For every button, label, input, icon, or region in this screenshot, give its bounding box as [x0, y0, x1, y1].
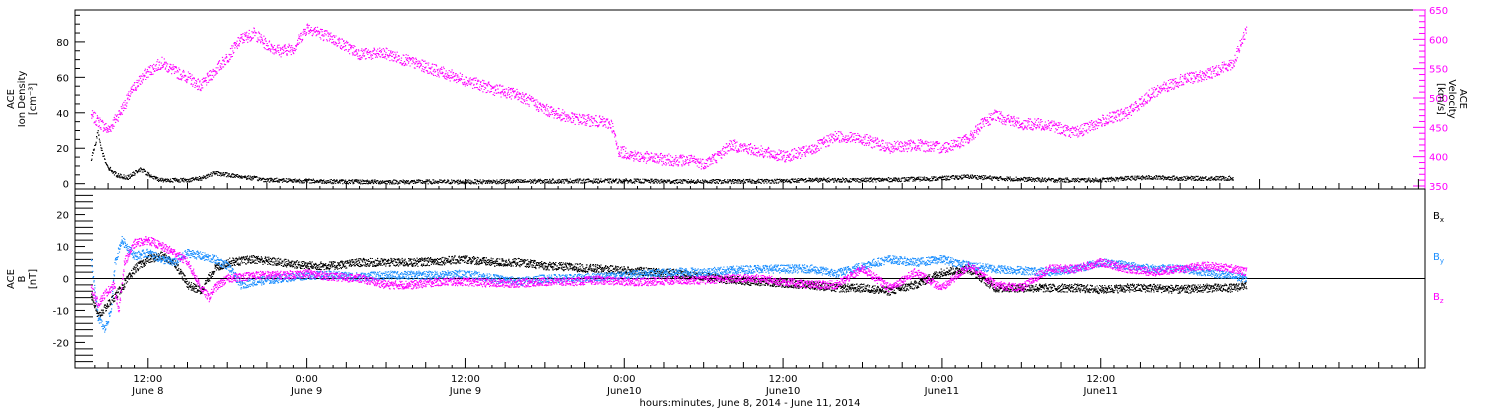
velocity-tick-label: 400: [1429, 153, 1448, 164]
Bx-legend-label: Bx: [1433, 211, 1444, 224]
velocity-axis-ticks: 350 400 450 500 550 600 650: [1413, 6, 1448, 193]
density-velocity-series: [90, 23, 1248, 185]
density-series: [90, 130, 1234, 185]
axis-label-line: Ion Density: [17, 71, 28, 128]
velocity-tick-label: 650: [1429, 6, 1448, 17]
density-axis-label: ACEIon Density[cm⁻³]: [6, 71, 39, 128]
axis-label-line: [cm⁻³]: [28, 83, 39, 115]
velocity-tick-label: 600: [1429, 35, 1448, 46]
velocity-tick-label: 350: [1429, 182, 1448, 193]
density-tick-label: 80: [56, 38, 69, 49]
time-tick-label: 0:00: [613, 374, 635, 385]
density-tick-label: 0: [63, 180, 69, 191]
density-tick-label: 40: [56, 109, 69, 120]
Bz-series: [90, 236, 1248, 313]
velocity-series: [90, 23, 1248, 170]
axis-label-line: [nT]: [28, 269, 39, 289]
date-tick-label: June 8: [131, 386, 163, 397]
field-component-series: [90, 236, 1248, 333]
top-panel-frame: [74, 9, 1426, 190]
axis-label-line: ACE: [6, 89, 17, 109]
bottom-panel-time-ticks: [94, 358, 1419, 368]
time-axis-title: hours:minutes, June 8, 2014 - June 11, 2…: [640, 398, 861, 409]
density-tick-label: 20: [56, 144, 69, 155]
velocity-tick-label: 450: [1429, 123, 1448, 134]
time-tick-label: 12:00: [451, 374, 480, 385]
velocity-tick-label: 500: [1429, 94, 1448, 105]
field-tick-label: 20: [56, 211, 69, 222]
axis-label-line: [km/s]: [1435, 83, 1446, 115]
axis-label-line: Velocity: [1446, 79, 1457, 118]
density-axis-ticks: 0 20 40 60 80: [56, 14, 85, 191]
date-tick-label: June11: [1082, 386, 1118, 397]
date-tick-label: June 9: [290, 386, 322, 397]
Bz-legend-label: Bz: [1433, 292, 1444, 305]
velocity-tick-label: 550: [1429, 65, 1448, 76]
legend-main: B: [1433, 292, 1440, 303]
legend-subscript: x: [1440, 216, 1444, 224]
legend-subscript: y: [1440, 257, 1444, 265]
axis-label-line: ACE: [6, 269, 17, 289]
By-legend-label: By: [1433, 252, 1444, 265]
time-tick-label: 0:00: [295, 374, 317, 385]
field-tick-label: 0: [63, 275, 69, 286]
time-tick-label: 12:00: [1086, 374, 1115, 385]
density-tick-label: 60: [56, 73, 69, 84]
date-tick-label: June11: [924, 386, 960, 397]
legend-subscript: z: [1440, 297, 1444, 305]
time-tick-label: 0:00: [931, 374, 953, 385]
legend-main: B: [1433, 252, 1440, 263]
axis-label-line: ACE: [1457, 89, 1468, 109]
field-axis-ticks: -20 -10 0 10 20: [53, 194, 93, 363]
time-tick-label: 12:00: [769, 374, 798, 385]
date-tick-label: June10: [765, 386, 801, 397]
field-tick-label: -10: [53, 306, 69, 317]
field-tick-label: 10: [56, 243, 69, 254]
axis-label-line: B: [17, 275, 28, 282]
time-tick-label: 12:00: [133, 374, 162, 385]
legend-main: B: [1433, 211, 1440, 222]
velocity-axis-label: ACEVelocity[km/s]: [1435, 79, 1468, 118]
field-axis-label: ACEB[nT]: [6, 269, 39, 289]
field-tick-label: -20: [53, 338, 69, 349]
date-tick-label: June 9: [449, 386, 481, 397]
date-tick-label: June10: [606, 386, 642, 397]
